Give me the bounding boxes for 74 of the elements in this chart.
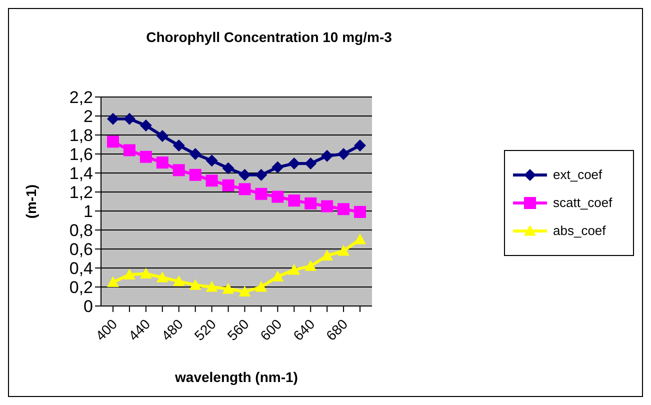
point [123, 144, 136, 156]
y-tick-label: 1,8 [69, 126, 93, 146]
point [255, 281, 268, 292]
point [156, 130, 168, 142]
y-tick-label: 2,2 [69, 88, 93, 108]
point [140, 150, 152, 163]
x-tick-label: 480 [158, 316, 186, 344]
point [189, 168, 202, 181]
point [172, 275, 185, 286]
legend-label: scatt_coef [553, 195, 612, 210]
chart-title: Chorophyll Concentration 10 mg/m-3 [145, 29, 393, 45]
point [304, 197, 317, 210]
point [238, 286, 251, 297]
point [107, 136, 119, 148]
y-axis-title: (m-1) [22, 184, 39, 219]
point [189, 148, 202, 160]
y-tick-label: 1,4 [69, 164, 93, 184]
point [172, 164, 185, 176]
x-tick-label: 520 [191, 316, 220, 344]
point [107, 276, 119, 288]
point [123, 268, 136, 280]
point [288, 264, 300, 275]
point [272, 161, 284, 174]
point [206, 154, 218, 167]
point [354, 139, 366, 152]
legend-label: abs_coef [553, 223, 606, 238]
point [354, 234, 366, 244]
point [255, 168, 268, 181]
point [272, 270, 284, 282]
x-tick-label: 400 [92, 316, 120, 344]
point [140, 120, 152, 132]
y-tick-label: 0,6 [69, 240, 93, 260]
point [304, 158, 317, 170]
point [123, 112, 136, 125]
legend-label: ext_coef [553, 167, 602, 182]
point [238, 183, 251, 196]
point [288, 194, 300, 207]
point [272, 190, 284, 203]
point [206, 281, 218, 292]
point [189, 279, 202, 290]
x-axis-title: wavelength (nm-1) [174, 369, 298, 385]
point [321, 250, 334, 260]
point [338, 148, 350, 160]
y-tick-label: 0,8 [69, 221, 93, 240]
y-tick-label: 0,2 [69, 278, 93, 298]
point [140, 268, 152, 278]
point [354, 206, 366, 218]
point [222, 162, 234, 174]
point [206, 174, 218, 187]
point [172, 139, 185, 152]
x-tick-label: 600 [256, 316, 285, 344]
point [222, 282, 234, 294]
point [321, 200, 334, 212]
y-tick-label: 1,6 [69, 145, 93, 164]
point [156, 272, 168, 282]
x-tick-label: 560 [224, 316, 252, 344]
point [107, 112, 119, 125]
point [338, 203, 350, 216]
y-tick-label: 0 [84, 297, 93, 316]
point [321, 150, 334, 162]
y-tick-label: 1,2 [69, 183, 93, 202]
point [338, 244, 350, 256]
point [156, 156, 168, 169]
y-tick-label: 1 [84, 202, 93, 222]
point [288, 158, 300, 170]
x-tick-label: 640 [290, 316, 318, 344]
point [304, 260, 317, 271]
y-tick-label: 0,4 [69, 259, 93, 278]
y-tick-label: 2 [84, 107, 93, 126]
point [238, 168, 251, 181]
point [222, 179, 234, 192]
x-tick-label: 440 [125, 316, 154, 344]
point [255, 188, 268, 200]
x-tick-label: 680 [322, 316, 351, 344]
